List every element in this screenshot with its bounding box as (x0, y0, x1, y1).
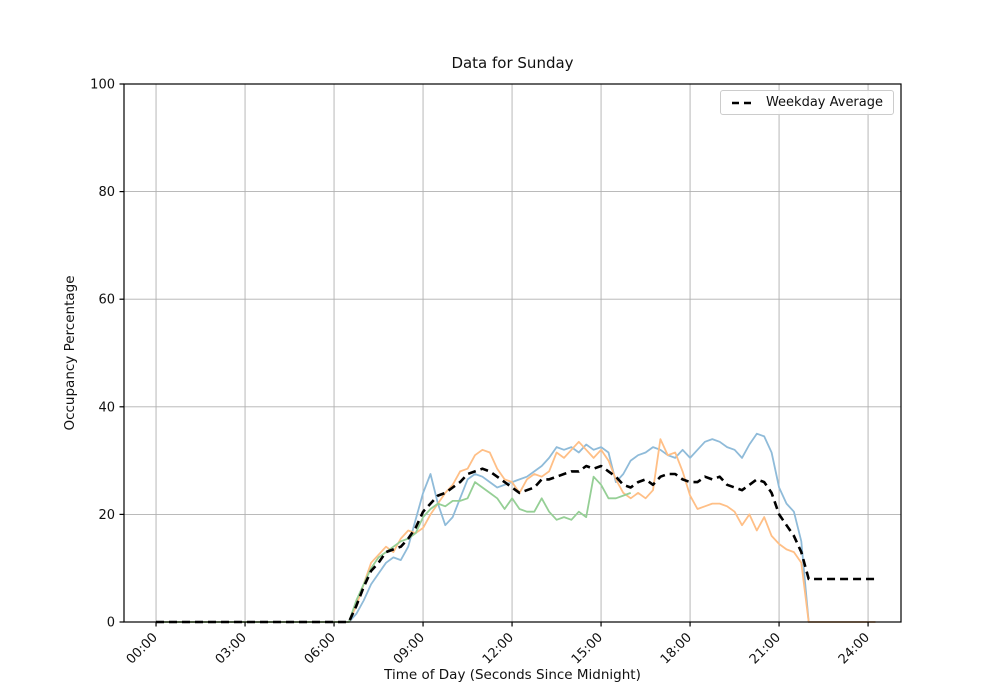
x-tick-label: 21:00 (747, 630, 784, 667)
x-tick-label: 24:00 (836, 630, 873, 667)
x-tick-label: 09:00 (391, 630, 428, 667)
x-tick-label: 15:00 (569, 630, 606, 667)
y-tick-label: 80 (98, 185, 115, 200)
y-tick-label: 0 (107, 616, 115, 631)
y-axis-label: Occupancy Percentage (62, 275, 78, 431)
y-tick-label: 20 (98, 508, 115, 523)
x-tick-label: 12:00 (480, 630, 517, 667)
chart-title: Data for Sunday (451, 54, 574, 72)
y-tick-label: 100 (90, 78, 115, 93)
x-axis-label: Time of Day (Seconds Since Midnight) (384, 667, 641, 683)
legend: Weekday Average (719, 90, 894, 115)
series-line-weekday-average (156, 464, 876, 624)
dashed-line-sample (731, 101, 756, 104)
x-tick-label: 18:00 (658, 630, 695, 667)
x-tick-label: 06:00 (302, 630, 339, 667)
legend-label: Weekday Average (765, 95, 883, 110)
x-tick-label: 00:00 (124, 630, 161, 667)
y-tick-label: 60 (98, 293, 115, 308)
series-line-week-2 (156, 438, 876, 623)
x-tick-label: 03:00 (213, 630, 250, 667)
y-tick-label: 40 (98, 400, 115, 415)
